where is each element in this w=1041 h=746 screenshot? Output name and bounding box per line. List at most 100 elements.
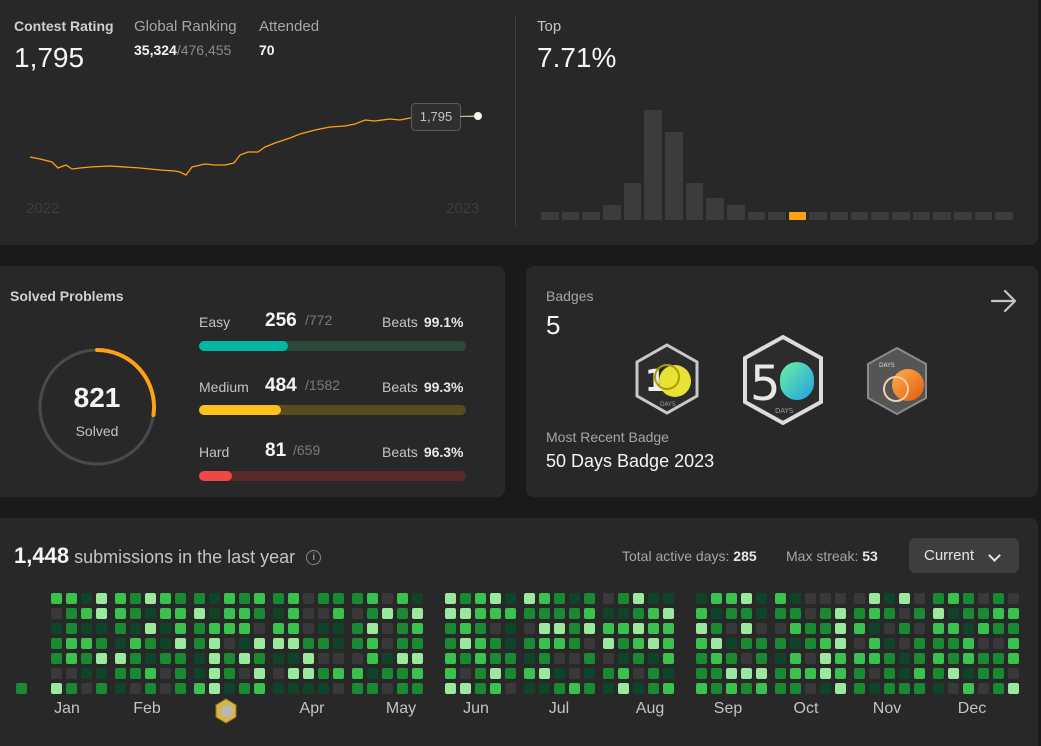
heatmap-cell[interactable] [790,668,801,679]
heatmap-cell[interactable] [273,638,284,649]
heatmap-cell[interactable] [711,638,722,649]
heatmap-cell[interactable] [1008,593,1019,604]
heatmap-cell[interactable] [914,608,925,619]
heatmap-cell[interactable] [978,668,989,679]
heatmap-cell[interactable] [584,668,595,679]
heatmap-cell[interactable] [160,653,171,664]
heatmap-cell[interactable] [303,638,314,649]
heatmap-cell[interactable] [618,683,629,694]
heatmap-cell[interactable] [445,638,456,649]
heatmap-cell[interactable] [711,623,722,634]
heatmap-cell[interactable] [884,593,895,604]
heatmap-cell[interactable] [239,593,250,604]
heatmap-cell[interactable] [115,623,126,634]
heatmap-cell[interactable] [584,608,595,619]
heatmap-cell[interactable] [303,593,314,604]
heatmap-cell[interactable] [933,623,944,634]
heatmap-cell[interactable] [490,683,501,694]
heatmap-cell[interactable] [963,623,974,634]
heatmap-cell[interactable] [303,623,314,634]
heatmap-cell[interactable] [81,593,92,604]
heatmap-cell[interactable] [96,683,107,694]
heatmap-cell[interactable] [633,623,644,634]
heatmap-cell[interactable] [835,593,846,604]
heatmap-cell[interactable] [933,608,944,619]
heatmap-cell[interactable] [869,683,880,694]
heatmap-cell[interactable] [524,623,535,634]
heatmap-cell[interactable] [633,683,644,694]
heatmap-cell[interactable] [914,668,925,679]
heatmap-cell[interactable] [145,623,156,634]
heatmap-cell[interactable] [663,608,674,619]
heatmap-cell[interactable] [633,638,644,649]
heatmap-cell[interactable] [603,653,614,664]
heatmap-cell[interactable] [288,683,299,694]
heatmap-cell[interactable] [835,668,846,679]
heatmap-cell[interactable] [254,608,265,619]
heatmap-cell[interactable] [239,668,250,679]
heatmap-cell[interactable] [1008,623,1019,634]
heatmap-cell[interactable] [633,653,644,664]
calendar-badge-icon[interactable] [214,698,238,724]
heatmap-cell[interactable] [445,683,456,694]
heatmap-cell[interactable] [790,653,801,664]
heatmap-cell[interactable] [318,683,329,694]
heatmap-cell[interactable] [490,623,501,634]
heatmap-cell[interactable] [711,683,722,694]
heatmap-cell[interactable] [648,608,659,619]
heatmap-cell[interactable] [648,638,659,649]
heatmap-cell[interactable] [303,668,314,679]
heatmap-cell[interactable] [412,608,423,619]
heatmap-cell[interactable] [490,638,501,649]
heatmap-cell[interactable] [254,683,265,694]
heatmap-cell[interactable] [711,608,722,619]
heatmap-cell[interactable] [175,593,186,604]
heatmap-cell[interactable] [145,653,156,664]
heatmap-cell[interactable] [445,608,456,619]
heatmap-cell[interactable] [333,683,344,694]
heatmap-cell[interactable] [397,608,408,619]
heatmap-cell[interactable] [726,653,737,664]
heatmap-cell[interactable] [569,623,580,634]
heatmap-cell[interactable] [303,653,314,664]
heatmap-cell[interactable] [490,668,501,679]
heatmap-cell[interactable] [209,668,220,679]
heatmap-cell[interactable] [367,668,378,679]
heatmap-cell[interactable] [318,638,329,649]
heatmap-cell[interactable] [696,668,707,679]
heatmap-cell[interactable] [194,608,205,619]
heatmap-cell[interactable] [115,608,126,619]
heatmap-cell[interactable] [352,683,363,694]
heatmap-cell[interactable] [318,623,329,634]
heatmap-cell[interactable] [239,623,250,634]
heatmap-cell[interactable] [224,653,235,664]
heatmap-cell[interactable] [539,608,550,619]
heatmap-cell[interactable] [254,593,265,604]
heatmap-cell[interactable] [741,593,752,604]
heatmap-cell[interactable] [367,593,378,604]
heatmap-cell[interactable] [505,683,516,694]
heatmap-cell[interactable] [130,593,141,604]
heatmap-cell[interactable] [648,623,659,634]
badge-days-icon[interactable]: DAYS [864,345,930,417]
heatmap-cell[interactable] [273,593,284,604]
heatmap-cell[interactable] [854,623,865,634]
heatmap-cell[interactable] [333,653,344,664]
heatmap-cell[interactable] [648,653,659,664]
heatmap-cell[interactable] [130,683,141,694]
heatmap-cell[interactable] [288,638,299,649]
heatmap-cell[interactable] [475,668,486,679]
heatmap-cell[interactable] [475,638,486,649]
heatmap-cell[interactable] [66,653,77,664]
heatmap-cell[interactable] [835,683,846,694]
heatmap-cell[interactable] [711,653,722,664]
heatmap-cell[interactable] [115,668,126,679]
heatmap-cell[interactable] [933,668,944,679]
heatmap-cell[interactable] [756,668,767,679]
heatmap-cell[interactable] [367,638,378,649]
heatmap-cell[interactable] [539,668,550,679]
heatmap-cell[interactable] [175,683,186,694]
heatmap-cell[interactable] [239,608,250,619]
heatmap-cell[interactable] [726,668,737,679]
heatmap-cell[interactable] [805,668,816,679]
